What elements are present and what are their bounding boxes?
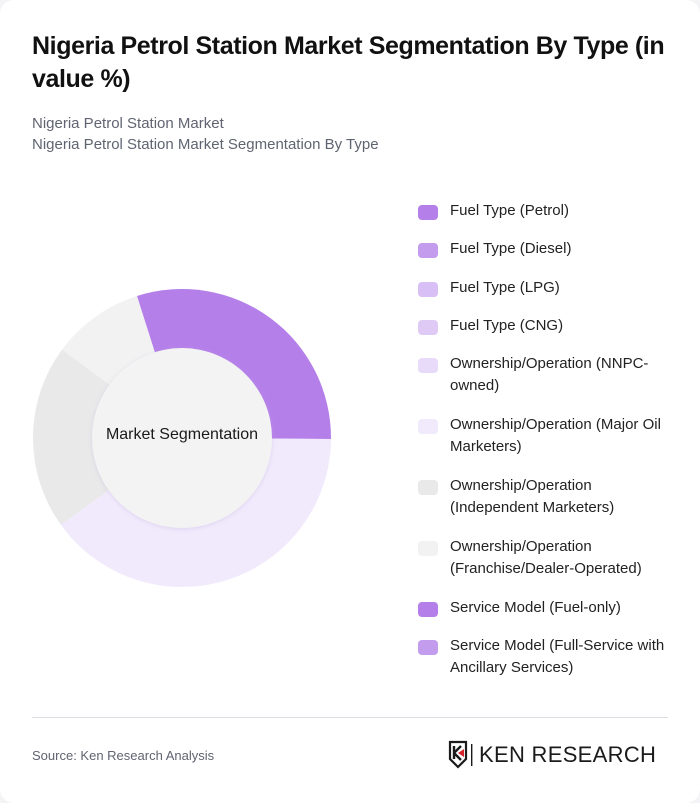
ken-research-shield-icon [448, 740, 473, 769]
ken-research-logo: KEN RESEARCH [447, 740, 669, 770]
legend-swatch [418, 320, 438, 335]
donut-center-label: Market Segmentation [105, 426, 259, 443]
legend-label: Service Model (Full-Service with Ancilla… [450, 637, 665, 676]
breadcrumb-item-market: Nigeria Petrol Station Market [32, 115, 224, 132]
donut-center [92, 348, 272, 528]
donut-chart: Market Segmentation [20, 280, 350, 600]
source-note: Source: Ken Research Analysis [32, 748, 215, 763]
breadcrumb: Nigeria Petrol Station Market Nigeria Pe… [32, 113, 379, 155]
legend-label: Fuel Type (Diesel) [450, 240, 572, 257]
legend-swatch [418, 480, 438, 495]
legend-swatch [418, 358, 438, 373]
legend-label: Ownership/Operation (Major Oil Marketers… [450, 416, 661, 455]
legend-label: Ownership/Operation (NNPC-owned) [450, 355, 649, 394]
legend-swatch [418, 640, 438, 655]
footer-divider [32, 717, 668, 718]
legend-label: Ownership/Operation (Independent Markete… [450, 477, 615, 516]
breadcrumb-item-segmentation: Nigeria Petrol Station Market Segmentati… [32, 136, 379, 153]
legend-label: Fuel Type (CNG) [450, 317, 564, 334]
legend-swatch [418, 541, 438, 556]
legend-swatch [418, 205, 438, 220]
legend-swatch [418, 602, 438, 617]
legend-label: Fuel Type (LPG) [450, 279, 560, 296]
chart-title: Nigeria Petrol Station Market Segmentati… [32, 32, 665, 93]
legend-label: Ownership/Operation (Franchise/Dealer-Op… [450, 538, 642, 577]
legend-swatch [418, 419, 438, 434]
legend-swatch [418, 282, 438, 297]
legend-swatch [418, 243, 438, 258]
legend-label: Service Model (Fuel-only) [450, 599, 621, 616]
legend-label: Fuel Type (Petrol) [450, 202, 569, 219]
logo-text: KEN RESEARCH [479, 742, 657, 767]
donut-chart-svg [33, 289, 331, 587]
